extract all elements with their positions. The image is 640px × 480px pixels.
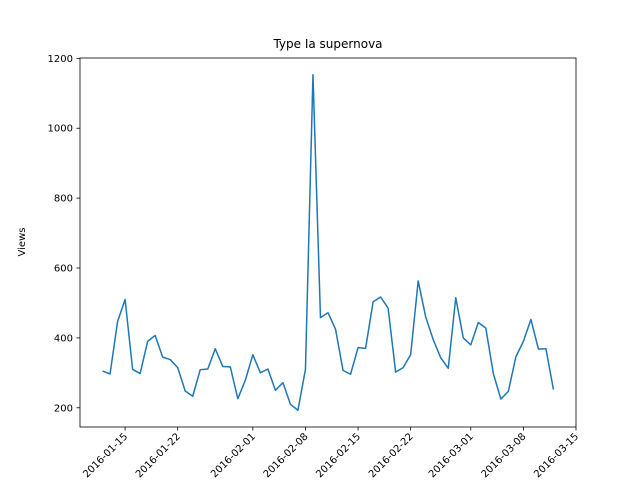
x-tick-label: 2016-01-22: [134, 431, 183, 480]
y-tick-label: 800: [54, 194, 73, 205]
y-axis-label: Views: [17, 228, 28, 257]
y-tick-label: 600: [54, 264, 73, 275]
x-tick-label: 2016-02-15: [314, 431, 363, 480]
x-tick-label: 2016-02-01: [209, 431, 258, 480]
y-tick-label: 1200: [48, 54, 73, 65]
x-tick-label: 2016-02-08: [262, 431, 311, 480]
plot-frame: [79, 57, 577, 428]
x-tick-label: 2016-03-15: [532, 431, 581, 480]
line-series: [102, 74, 555, 411]
y-tick-label: 200: [54, 403, 73, 414]
x-tick-label: 2016-03-01: [427, 431, 476, 480]
y-tick-label: 1000: [48, 124, 73, 135]
chart-title: Type Ia supernova: [272, 37, 382, 51]
x-tick-label: 2016-01-15: [81, 431, 130, 480]
x-tick-label: 2016-02-22: [367, 431, 416, 480]
y-tick-label: 400: [54, 333, 73, 344]
x-tick-label: 2016-03-08: [480, 431, 529, 480]
